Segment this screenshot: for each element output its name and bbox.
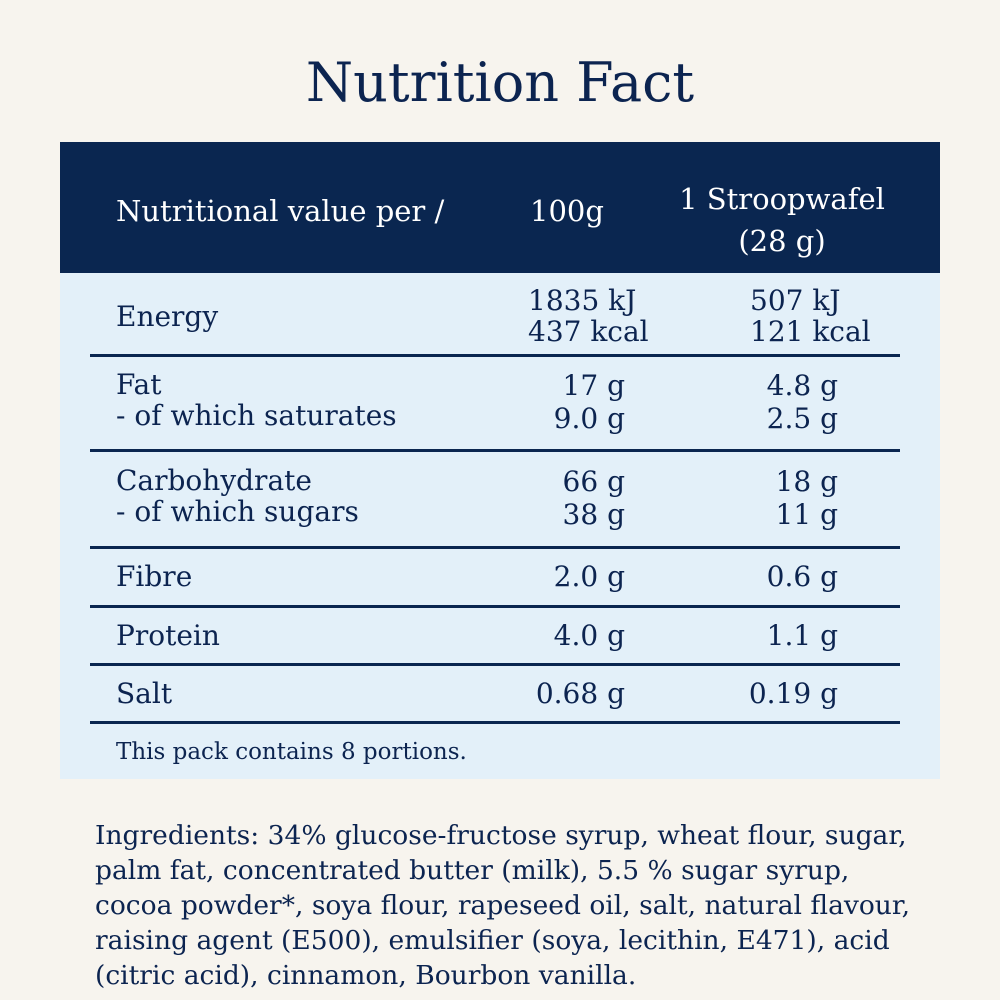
header-portion: 1 Stroopwafel (28 g) — [660, 178, 904, 262]
energy-portion-kcal: 121 kcal — [750, 315, 871, 348]
value-cell: 18 g — [775, 465, 838, 498]
header-portion-line2: (28 g) — [738, 224, 826, 258]
fibre-portion: 0.6 g — [766, 560, 838, 593]
protein-100g: 4.0 g — [553, 619, 625, 652]
fibre-100g: 2.0 g — [553, 560, 625, 593]
value-cell: 11 g — [775, 498, 838, 531]
row-divider — [90, 663, 900, 666]
value-cell: 66 g — [562, 465, 625, 498]
header-100g: 100g — [530, 194, 604, 228]
salt-100g: 0.68 g — [535, 677, 625, 710]
protein-portion: 1.1 g — [766, 619, 838, 652]
row-divider — [90, 354, 900, 357]
carbohydrate-portion: 18 g 11 g — [776, 465, 838, 531]
value-cell: 4.8 g — [766, 369, 838, 402]
row-label: Protein — [116, 619, 220, 652]
carbohydrate-labels: Carbohydrate - of which sugars — [116, 465, 359, 527]
salt-portion: 0.19 g — [748, 677, 838, 710]
row-label: Fibre — [116, 560, 193, 593]
row-label: Fat — [116, 368, 162, 401]
table-header: Nutritional value per / 100g 1 Stroopwaf… — [60, 142, 940, 273]
row-divider — [90, 605, 900, 608]
row-sub-label: - of which sugars — [116, 495, 359, 528]
value-cell: 2.5 g — [766, 402, 838, 435]
row-divider — [90, 546, 900, 549]
row-divider — [90, 721, 900, 724]
row-label: Energy — [116, 300, 219, 333]
fat-labels: Fat - of which saturates — [116, 369, 397, 431]
value-cell: 17 g — [562, 369, 625, 402]
header-portion-line1: 1 Stroopwafel — [679, 182, 885, 216]
fat-100g: 17 g 9.0 g — [554, 369, 625, 435]
energy-100g: 1835 kJ 437 kcal — [528, 285, 649, 347]
energy-portion-kj: 507 kJ — [750, 284, 841, 317]
row-divider — [90, 449, 900, 452]
row-sub-label: - of which saturates — [116, 399, 397, 432]
value-cell: 9.0 g — [553, 402, 625, 435]
row-label: Salt — [116, 677, 173, 710]
nutrition-table: Nutritional value per / 100g 1 Stroopwaf… — [60, 142, 940, 779]
portion-note: This pack contains 8 portions. — [116, 739, 467, 765]
page-title: Nutrition Fact — [305, 51, 695, 114]
row-label: Carbohydrate — [116, 464, 312, 497]
carbohydrate-100g: 66 g 38 g — [563, 465, 625, 531]
ingredients-text: Ingredients: 34% glucose-fructose syrup,… — [95, 820, 911, 991]
value-cell: 38 g — [562, 498, 625, 531]
fat-portion: 4.8 g 2.5 g — [767, 369, 838, 435]
energy-portion: 507 kJ 121 kcal — [750, 285, 871, 347]
energy-100g-kj: 1835 kJ — [528, 284, 637, 317]
energy-100g-kcal: 437 kcal — [528, 315, 649, 348]
header-label: Nutritional value per / — [116, 194, 445, 228]
